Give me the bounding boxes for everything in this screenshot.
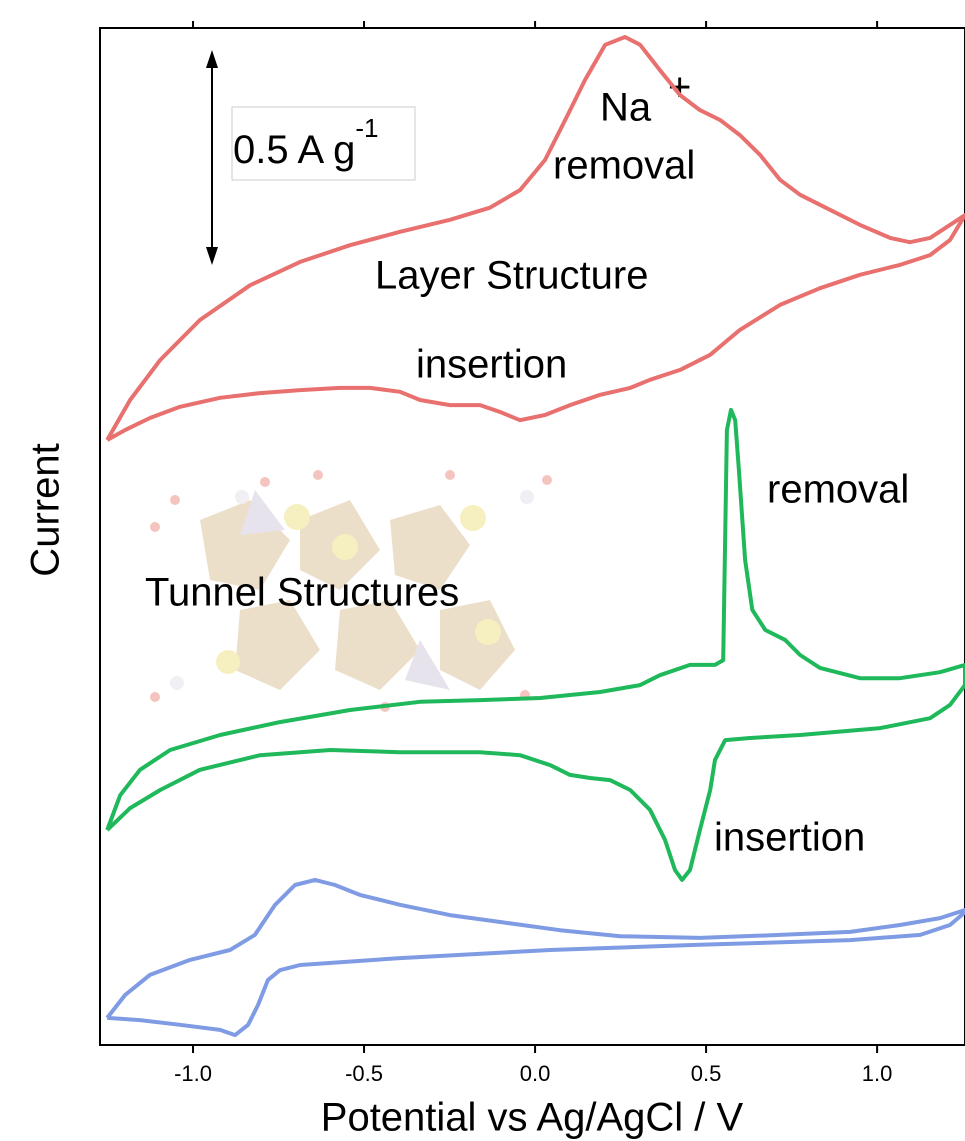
atom — [520, 490, 534, 504]
atom — [216, 650, 240, 674]
x-tick-label: -0.5 — [345, 1061, 383, 1086]
annotation: insertion — [416, 343, 567, 387]
atom — [332, 534, 358, 560]
atom — [170, 495, 180, 505]
atom — [150, 522, 160, 532]
atom — [284, 504, 310, 530]
annotation: removal — [767, 468, 909, 512]
cv-curve — [107, 880, 965, 1035]
annotation: Tunnel Structures — [145, 571, 459, 615]
annotation: removal — [553, 144, 695, 188]
atom — [460, 505, 486, 531]
x-tick-label: 0.5 — [691, 1061, 722, 1086]
x-tick-label: 1.0 — [862, 1061, 893, 1086]
x-axis-title: Potential vs Ag/AgCl / V — [321, 1096, 744, 1140]
scale-bar-head — [206, 50, 218, 68]
scale-bar — [206, 50, 218, 265]
atom — [260, 477, 270, 487]
scale-bar-superscript: -1 — [355, 113, 378, 143]
x-tick-label: -1.0 — [174, 1061, 212, 1086]
y-axis-title: Current — [24, 443, 68, 576]
annotation: insertion — [714, 816, 865, 860]
scale-bar-text: 0.5 A g — [233, 128, 355, 172]
atom — [150, 692, 160, 702]
atom — [542, 475, 552, 485]
annotation: Na — [600, 86, 652, 130]
atom — [313, 470, 323, 480]
atom — [170, 676, 184, 690]
x-tick-label: 0.0 — [520, 1061, 551, 1086]
annotation: Layer Structure — [375, 254, 648, 298]
atom — [475, 619, 501, 645]
atom — [235, 490, 249, 504]
scale-bar-head — [206, 247, 218, 265]
atom — [445, 470, 455, 480]
chart: Potential vs Ag/AgCl / V Current 0.5 A g… — [0, 0, 965, 1141]
